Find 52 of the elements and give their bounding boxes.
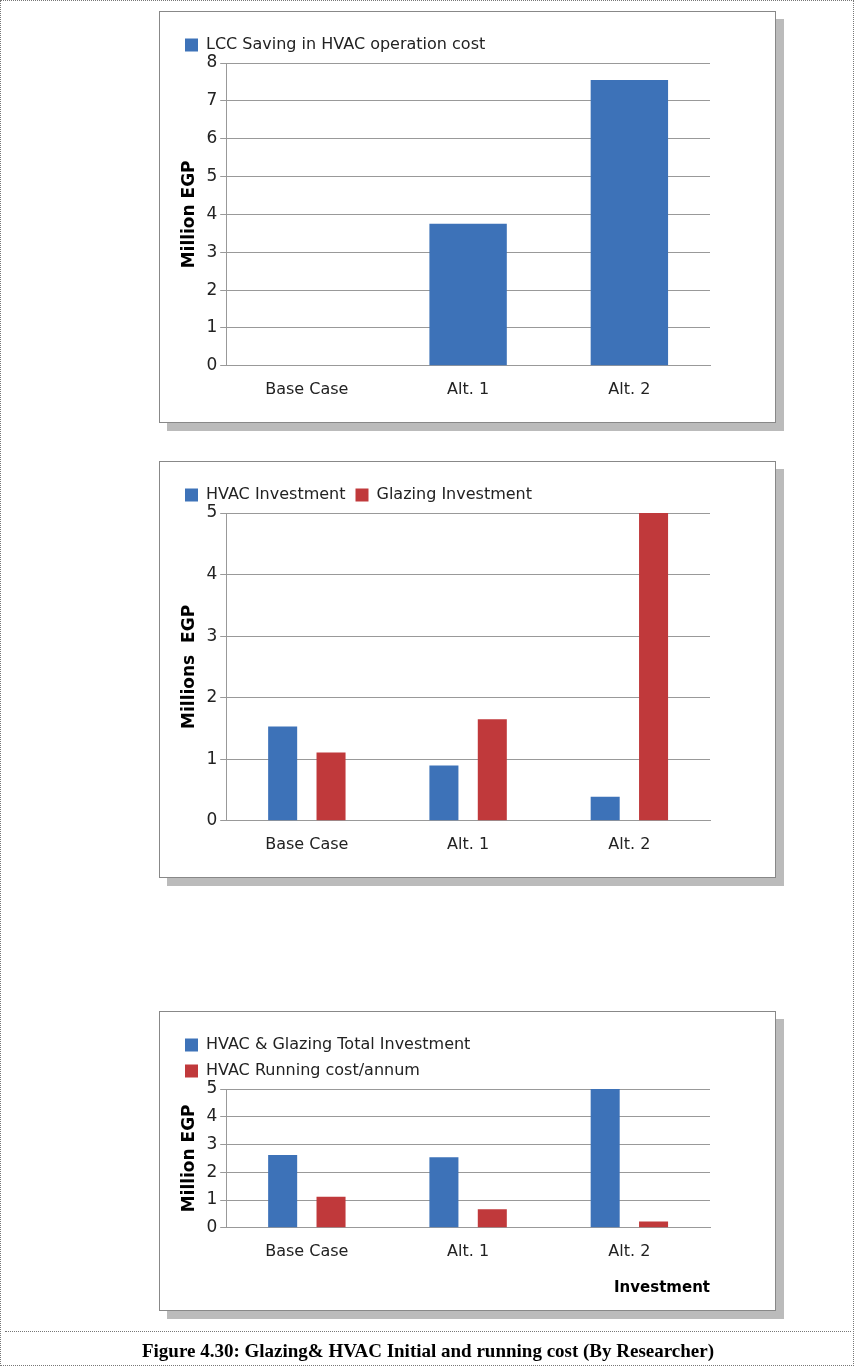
legend-label: HVAC Running cost/annum [206, 1060, 420, 1080]
y-tick-label: 5 [206, 501, 218, 522]
y-tick-label: 3 [206, 240, 218, 261]
bar [316, 752, 346, 821]
x-tick-label: Base Case [265, 1240, 349, 1260]
x-tick-label: Alt. 1 [447, 378, 490, 398]
y-tick-label: 1 [206, 1188, 218, 1209]
legend-label: LCC Saving in HVAC operation cost [206, 34, 486, 54]
y-axis-title: Million EGP [177, 1104, 198, 1213]
y-tick-label: 4 [206, 1105, 218, 1126]
legend-label: Glazing Investment [376, 484, 532, 504]
legend-label: HVAC Investment [206, 484, 346, 504]
y-axis-title: Million EGP [177, 160, 198, 269]
bar [429, 765, 459, 821]
bar [639, 1221, 669, 1228]
y-tick-label: 2 [206, 1160, 218, 1181]
x-tick-label: Base Case [265, 378, 349, 398]
bar [316, 1196, 346, 1228]
x-tick-label: Alt. 1 [447, 833, 490, 853]
y-tick-label: 3 [206, 1132, 218, 1153]
y-tick-label: 2 [206, 278, 218, 299]
x-tick-label: Alt. 2 [608, 1240, 651, 1260]
bar [477, 1209, 507, 1228]
y-tick-label: 4 [206, 562, 218, 583]
y-tick-label: 0 [206, 354, 218, 375]
y-tick-label: 8 [206, 51, 218, 72]
bar [590, 796, 620, 821]
y-tick-label: 1 [206, 316, 218, 337]
y-tick-label: 1 [206, 747, 218, 768]
y-tick-label: 3 [206, 624, 218, 645]
bar [268, 726, 298, 821]
bar [590, 1089, 620, 1228]
y-axis-title: Millions EGP [177, 604, 198, 729]
bar [477, 719, 507, 821]
bar [268, 1155, 298, 1228]
x-tick-label: Alt. 2 [608, 378, 651, 398]
bar [429, 1157, 459, 1228]
x-axis-title: Investment [614, 1277, 710, 1296]
y-tick-label: 6 [206, 127, 218, 148]
bar [639, 513, 669, 821]
legend-label: HVAC & Glazing Total Investment [206, 1034, 471, 1054]
y-tick-label: 4 [206, 202, 218, 223]
x-tick-label: Alt. 1 [447, 1240, 490, 1260]
y-tick-label: 2 [206, 686, 218, 707]
y-tick-label: 5 [206, 164, 218, 185]
y-tick-label: 7 [206, 89, 218, 110]
x-tick-label: Base Case [265, 833, 349, 853]
x-tick-label: Alt. 2 [608, 833, 651, 853]
y-tick-label: 0 [206, 1216, 218, 1237]
caption: Figure 4.30: Glazing& HVAC Initial and running cost (By Researcher) [5, 1331, 851, 1362]
y-tick-label: 5 [206, 1077, 218, 1098]
y-tick-label: 0 [206, 809, 218, 830]
